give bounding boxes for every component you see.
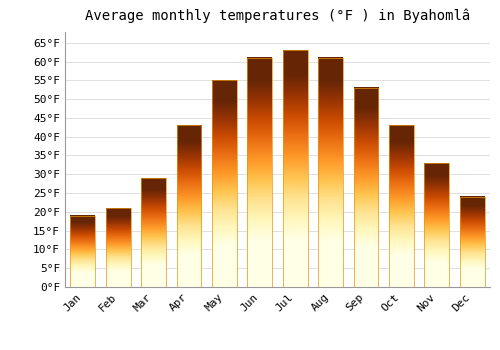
Bar <box>354 88 378 287</box>
Bar <box>389 125 414 287</box>
Bar <box>70 216 95 287</box>
Bar <box>248 58 272 287</box>
Bar <box>106 208 130 287</box>
Bar <box>176 125 202 287</box>
Bar <box>460 197 484 287</box>
Title: Average monthly temperatures (°F ) in Byahomlâ: Average monthly temperatures (°F ) in By… <box>85 9 470 23</box>
Bar <box>318 58 343 287</box>
Bar <box>283 50 308 287</box>
Bar <box>212 80 237 287</box>
Bar <box>141 178 166 287</box>
Bar <box>424 163 450 287</box>
